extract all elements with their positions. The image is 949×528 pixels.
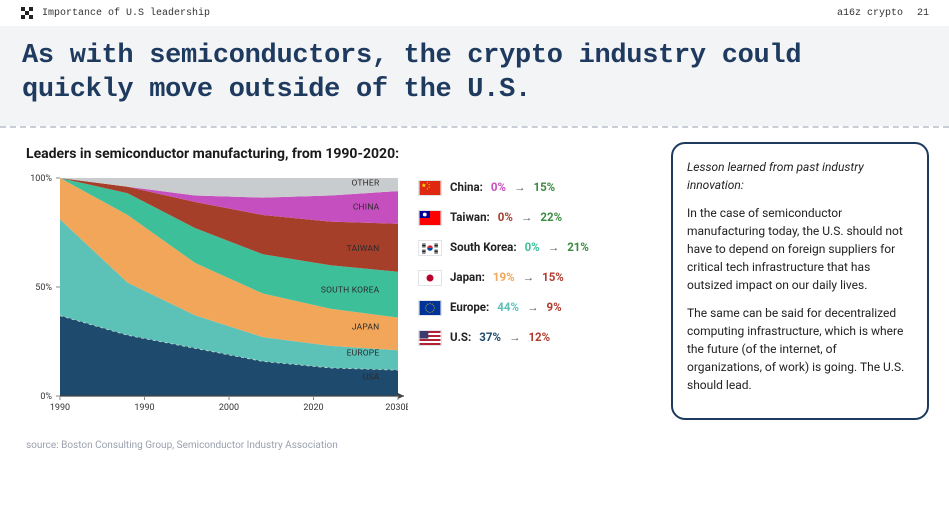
legend-country: Europe: (450, 302, 489, 314)
svg-text:2020: 2020 (303, 403, 323, 413)
legend-to: 21% (567, 242, 589, 254)
legend-from: 19% (493, 272, 515, 284)
svg-text:CHINA: CHINA (353, 202, 380, 212)
stacked-area-chart: 0% 50% 100% 1990 1990 2000 2020 2030E OTHER CHINA… (26, 172, 408, 424)
svg-text:100%: 100% (30, 174, 52, 184)
topbar: Importance of U.S leadership a16z crypto… (0, 0, 949, 24)
arrow-icon: → (523, 272, 535, 284)
section-label: Importance of U.S leadership (42, 8, 210, 19)
svg-text:TAIWAN: TAIWAN (347, 244, 380, 254)
page-number: 21 (917, 8, 929, 19)
svg-text:0%: 0% (40, 392, 52, 402)
legend-to: 22% (540, 212, 562, 224)
legend-item: China: 0% → 15% (418, 180, 589, 196)
page-title: As with semiconductors, the crypto indus… (22, 40, 927, 108)
legend-item: Taiwan: 0% → 22% (418, 210, 589, 226)
legend-country: Taiwan: (450, 212, 490, 224)
svg-text:1990: 1990 (134, 403, 154, 413)
arrow-icon: → (509, 332, 521, 344)
divider (0, 126, 949, 128)
legend-to: 15% (533, 182, 555, 194)
legend-item: Europe: 44% → 9% (418, 300, 589, 316)
title-block: As with semiconductors, the crypto indus… (0, 26, 949, 126)
brand-label: a16z crypto (837, 8, 903, 19)
legend-from: 37% (479, 332, 501, 344)
svg-text:1990: 1990 (50, 403, 70, 413)
legend-item: Japan: 19% → 15% (418, 270, 589, 286)
svg-text:2030E: 2030E (385, 403, 408, 413)
svg-text:OTHER: OTHER (351, 178, 380, 188)
legend-from: 0% (498, 212, 513, 224)
chart-legend: China: 0% → 15% Taiwan: 0% → 22% South Korea: … (418, 172, 589, 346)
legend-country: Japan: (450, 272, 485, 284)
chart-subtitle: Leaders in semiconductor manufacturing, … (26, 146, 649, 162)
callout-box: Lesson learned from past industry innova… (671, 142, 929, 420)
svg-text:50%: 50% (35, 283, 52, 293)
source-note: source: Boston Consulting Group, Semicon… (26, 440, 649, 451)
legend-to: 9% (546, 302, 561, 314)
svg-text:USA: USA (363, 372, 380, 382)
legend-from: 0% (491, 182, 506, 194)
arrow-icon: → (514, 182, 526, 194)
arrow-icon: → (521, 212, 533, 224)
legend-from: 0% (525, 242, 540, 254)
svg-text:EUROPE: EUROPE (347, 348, 380, 358)
legend-to: 12% (528, 332, 550, 344)
callout-paragraph-2: The same can be said for decentralized c… (687, 304, 913, 394)
legend-item: South Korea: 0% → 21% (418, 240, 589, 256)
legend-country: China: (450, 182, 483, 194)
arrow-icon: → (527, 302, 539, 314)
svg-text:JAPAN: JAPAN (352, 322, 380, 332)
brand-icon (20, 6, 34, 20)
svg-text:SOUTH KOREA: SOUTH KOREA (321, 285, 380, 295)
svg-text:2000: 2000 (219, 403, 239, 413)
callout-lead: Lesson learned from past industry innova… (687, 158, 913, 194)
legend-item: U.S: 37% → 12% (418, 330, 589, 346)
arrow-icon: → (548, 242, 560, 254)
legend-from: 44% (497, 302, 519, 314)
legend-country: U.S: (450, 332, 471, 344)
legend-country: South Korea: (450, 242, 517, 254)
callout-paragraph-1: In the case of semiconductor manufacturi… (687, 204, 913, 294)
legend-to: 15% (542, 272, 564, 284)
